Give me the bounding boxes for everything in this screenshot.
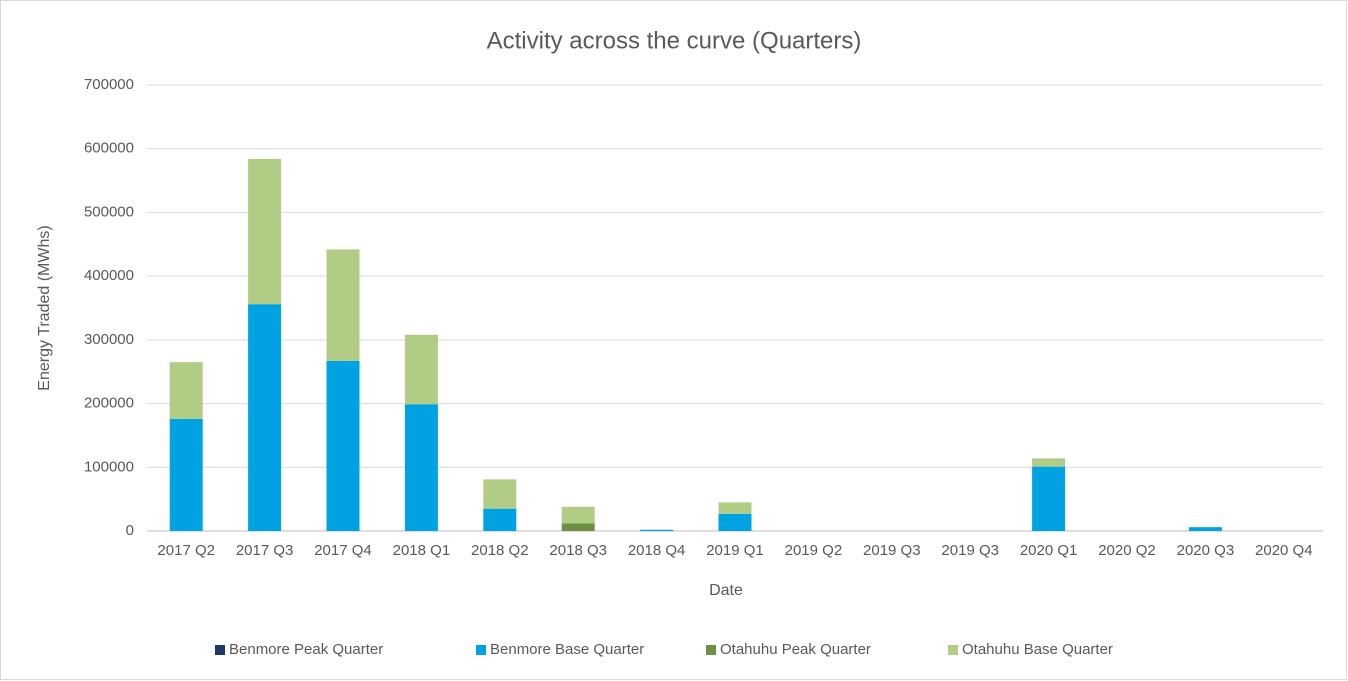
x-tick-label: 2020 Q3	[1177, 542, 1235, 559]
y-tick-label: 600000	[84, 140, 134, 157]
x-tick-label: 2019 Q3	[863, 542, 921, 559]
legend-label: Benmore Base Quarter	[490, 641, 644, 658]
bar-segment	[169, 362, 203, 419]
bar-segment	[248, 304, 282, 531]
y-axis-title: Energy Traded (MWhs)	[36, 225, 53, 390]
x-tick-label: 2020 Q4	[1255, 542, 1313, 559]
x-tick-label: 2018 Q3	[549, 542, 607, 559]
bar-segment	[640, 529, 674, 531]
x-tick-label: 2017 Q3	[236, 542, 294, 559]
bar-segment	[404, 404, 438, 531]
y-tick-label: 200000	[84, 395, 134, 412]
bar-segment	[326, 360, 360, 531]
x-tick-label: 2017 Q2	[157, 542, 215, 559]
y-tick-label: 500000	[84, 203, 134, 220]
bar-segment	[718, 502, 752, 514]
x-tick-label: 2019 Q2	[785, 542, 843, 559]
x-tick-label: 2018 Q4	[628, 542, 686, 559]
y-tick-label: 400000	[84, 267, 134, 284]
bar-segment	[248, 158, 282, 305]
legend-label: Benmore Peak Quarter	[229, 641, 383, 658]
bar-segment	[483, 508, 517, 531]
x-tick-label: 2018 Q1	[393, 542, 451, 559]
bar-segment	[561, 506, 595, 524]
legend-swatch	[706, 645, 716, 655]
chart-title: Activity across the curve (Quarters)	[487, 27, 862, 54]
bar-segment	[1032, 458, 1066, 467]
y-tick-label: 0	[126, 522, 134, 539]
bar-segment	[1188, 527, 1222, 531]
bar-segment	[326, 249, 360, 361]
y-tick-label: 300000	[84, 331, 134, 348]
bar-segment	[483, 479, 517, 509]
x-tick-label: 2019 Q3	[941, 542, 999, 559]
x-tick-label: 2017 Q4	[314, 542, 372, 559]
legend-swatch	[215, 645, 225, 655]
bar-segment	[561, 523, 595, 531]
x-tick-label: 2018 Q2	[471, 542, 529, 559]
legend-label: Otahuhu Peak Quarter	[720, 641, 871, 658]
legend-label: Otahuhu Base Quarter	[962, 641, 1113, 658]
x-axis-title: Date	[709, 582, 743, 599]
legend-swatch	[948, 645, 958, 655]
bar-segment	[718, 513, 752, 531]
legend-swatch	[476, 645, 486, 655]
x-tick-label: 2020 Q2	[1098, 542, 1156, 559]
bar-segment	[404, 334, 438, 405]
x-tick-label: 2020 Q1	[1020, 542, 1078, 559]
y-tick-label: 700000	[84, 76, 134, 93]
x-tick-label: 2019 Q1	[706, 542, 764, 559]
bar-segment	[1032, 466, 1066, 531]
y-tick-label: 100000	[84, 458, 134, 475]
bar-segment	[169, 418, 203, 531]
